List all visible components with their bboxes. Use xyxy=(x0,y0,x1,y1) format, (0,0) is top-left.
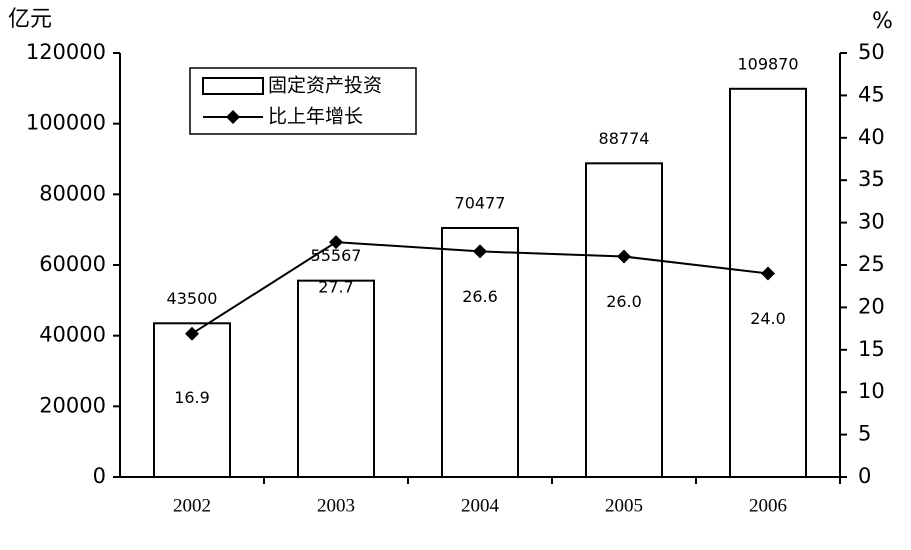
y-tick-label: 0 xyxy=(93,464,106,488)
legend-label: 固定资产投资 xyxy=(268,75,382,97)
line-marker xyxy=(185,326,199,341)
line-value-label: 24.0 xyxy=(750,309,786,328)
y2-tick-label: 25 xyxy=(858,252,885,276)
y-tick-label: 60000 xyxy=(39,252,106,276)
y-tick-label: 80000 xyxy=(39,181,106,205)
bar xyxy=(297,279,375,478)
legend-marker xyxy=(226,110,240,124)
legend-swatch xyxy=(202,77,264,95)
y2-tick-label: 20 xyxy=(858,294,885,318)
legend-label: 比上年增长 xyxy=(268,106,363,128)
x-tick-label: 2006 xyxy=(749,495,787,516)
y2-tick-label: 10 xyxy=(858,379,885,403)
y2-tick-label: 0 xyxy=(858,464,871,488)
y2-tick-label: 5 xyxy=(858,422,871,446)
line-value-label: 26.0 xyxy=(606,292,642,311)
bar xyxy=(729,87,807,478)
y2-tick-label: 40 xyxy=(858,125,885,149)
y-tick-label: 20000 xyxy=(39,393,106,417)
y2-axis-unit: % xyxy=(872,9,893,34)
bar-value-label: 43500 xyxy=(167,289,218,308)
line-marker xyxy=(761,266,775,281)
y2-tick-label: 30 xyxy=(858,210,885,234)
x-tick-label: 2004 xyxy=(461,495,500,516)
x-tick-label: 2002 xyxy=(173,495,211,516)
bar xyxy=(585,162,663,478)
y-tick-label: 40000 xyxy=(39,323,106,347)
x-tick-label: 2003 xyxy=(317,495,355,516)
y2-tick-label: 15 xyxy=(858,337,885,361)
bar-value-label: 70477 xyxy=(455,193,506,212)
y2-tick-label: 45 xyxy=(858,82,885,106)
line-value-label: 16.9 xyxy=(174,388,210,407)
y-axis-unit: 亿元 xyxy=(8,7,52,32)
y2-tick-label: 50 xyxy=(858,40,885,64)
y-tick-label: 120000 xyxy=(26,40,106,64)
bar-value-label: 88774 xyxy=(599,129,650,148)
bar xyxy=(441,226,519,478)
line-value-label: 27.7 xyxy=(318,278,354,297)
y2-tick-label: 35 xyxy=(858,167,885,191)
x-tick-label: 2005 xyxy=(605,495,643,516)
y-tick-label: 100000 xyxy=(26,111,106,135)
line-value-label: 26.6 xyxy=(462,287,498,306)
line-marker xyxy=(617,249,631,264)
line-marker xyxy=(329,235,343,250)
line-marker xyxy=(473,244,487,259)
bar-value-label: 109870 xyxy=(737,54,798,73)
bar xyxy=(153,322,231,478)
